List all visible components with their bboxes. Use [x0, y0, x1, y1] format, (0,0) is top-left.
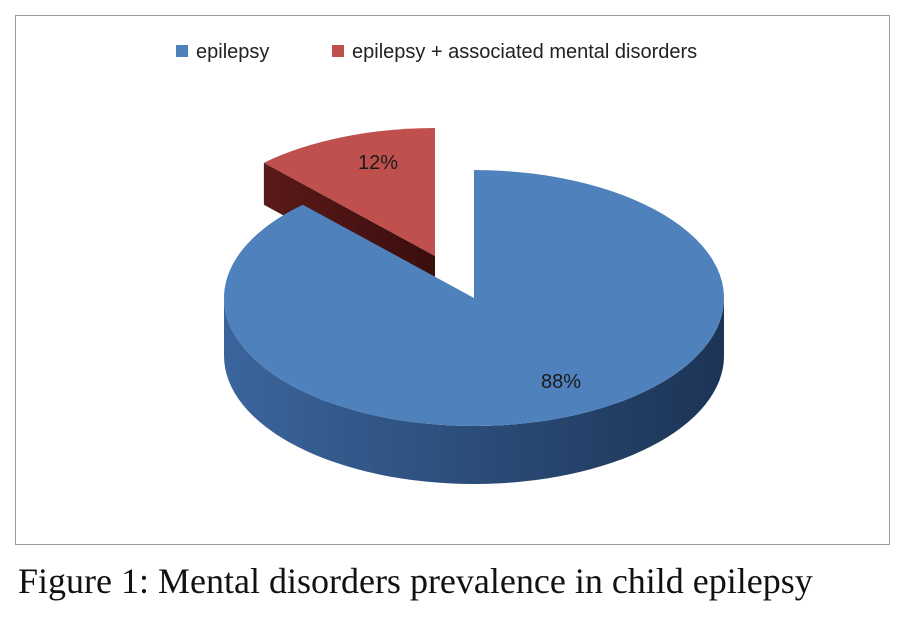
chart-frame: epilepsy epilepsy + associated mental di… — [15, 15, 890, 545]
legend-label-epilepsy: epilepsy — [196, 41, 269, 63]
data-label-epilepsy: 88% — [541, 371, 581, 393]
legend-label-epilepsy-mental: epilepsy + associated mental disorders — [352, 41, 697, 63]
legend-swatch-epilepsy — [176, 45, 188, 57]
slice-epilepsy — [224, 170, 725, 427]
data-label-epilepsy-mental: 12% — [358, 152, 398, 174]
slice-epilepsy-mental — [263, 128, 435, 256]
legend: epilepsy epilepsy + associated mental di… — [176, 41, 697, 63]
figure-caption: Figure 1: Mental disorders prevalence in… — [18, 561, 813, 601]
slice-side-epilepsy — [224, 298, 724, 484]
pie-chart: epilepsy epilepsy + associated mental di… — [176, 41, 725, 484]
legend-swatch-epilepsy-mental — [332, 45, 344, 57]
pie-group — [224, 128, 725, 484]
